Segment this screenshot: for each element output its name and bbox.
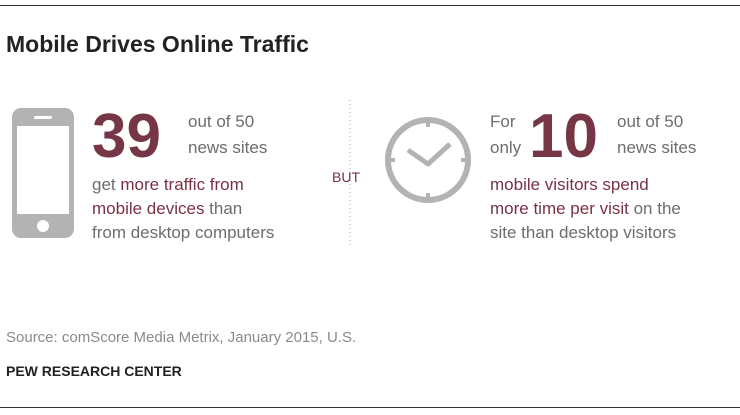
unit: news sites (617, 138, 697, 157)
unit: news sites (188, 138, 268, 157)
bottom-rule (0, 407, 740, 408)
text-line: mobile visitors spend (490, 173, 681, 197)
source: Source: comScore Media Metrix, January 2… (6, 329, 357, 346)
text-line: site than desktop visitors (490, 221, 681, 245)
phone-icon (12, 108, 74, 238)
text: site than desktop visitors (490, 223, 677, 242)
top-rule (0, 5, 740, 6)
divider-label: BUT (332, 169, 360, 185)
highlight-text: mobile devices (92, 199, 205, 218)
text-line: mobile devices than (92, 197, 274, 221)
out-of: out of 50 (617, 112, 684, 131)
credit: PEW RESEARCH CENTER (6, 363, 182, 379)
highlight-text: more traffic from (120, 175, 244, 194)
title: Mobile Drives Online Traffic (6, 31, 309, 57)
text: on the (628, 199, 681, 218)
clock-icon (385, 117, 471, 203)
prefix: only (490, 138, 522, 157)
prefix: For (490, 112, 516, 131)
text: get (92, 175, 121, 194)
text-line: more time per visit on the (490, 197, 681, 221)
divider-line (349, 100, 351, 248)
right-text: mobile visitors spend more time per visit… (490, 173, 681, 245)
text: than (204, 199, 243, 218)
left-text: get more traffic from mobile devices than… (92, 173, 274, 245)
big-number: 10 (529, 102, 598, 171)
highlight-text: more time per visit (490, 199, 629, 218)
big-number: 39 (92, 102, 161, 171)
out-of: out of 50 (188, 112, 255, 131)
text: from desktop computers (92, 223, 275, 242)
text-line: from desktop computers (92, 221, 274, 245)
highlight-text: mobile visitors spend (490, 175, 649, 194)
text-line: get more traffic from (92, 173, 274, 197)
